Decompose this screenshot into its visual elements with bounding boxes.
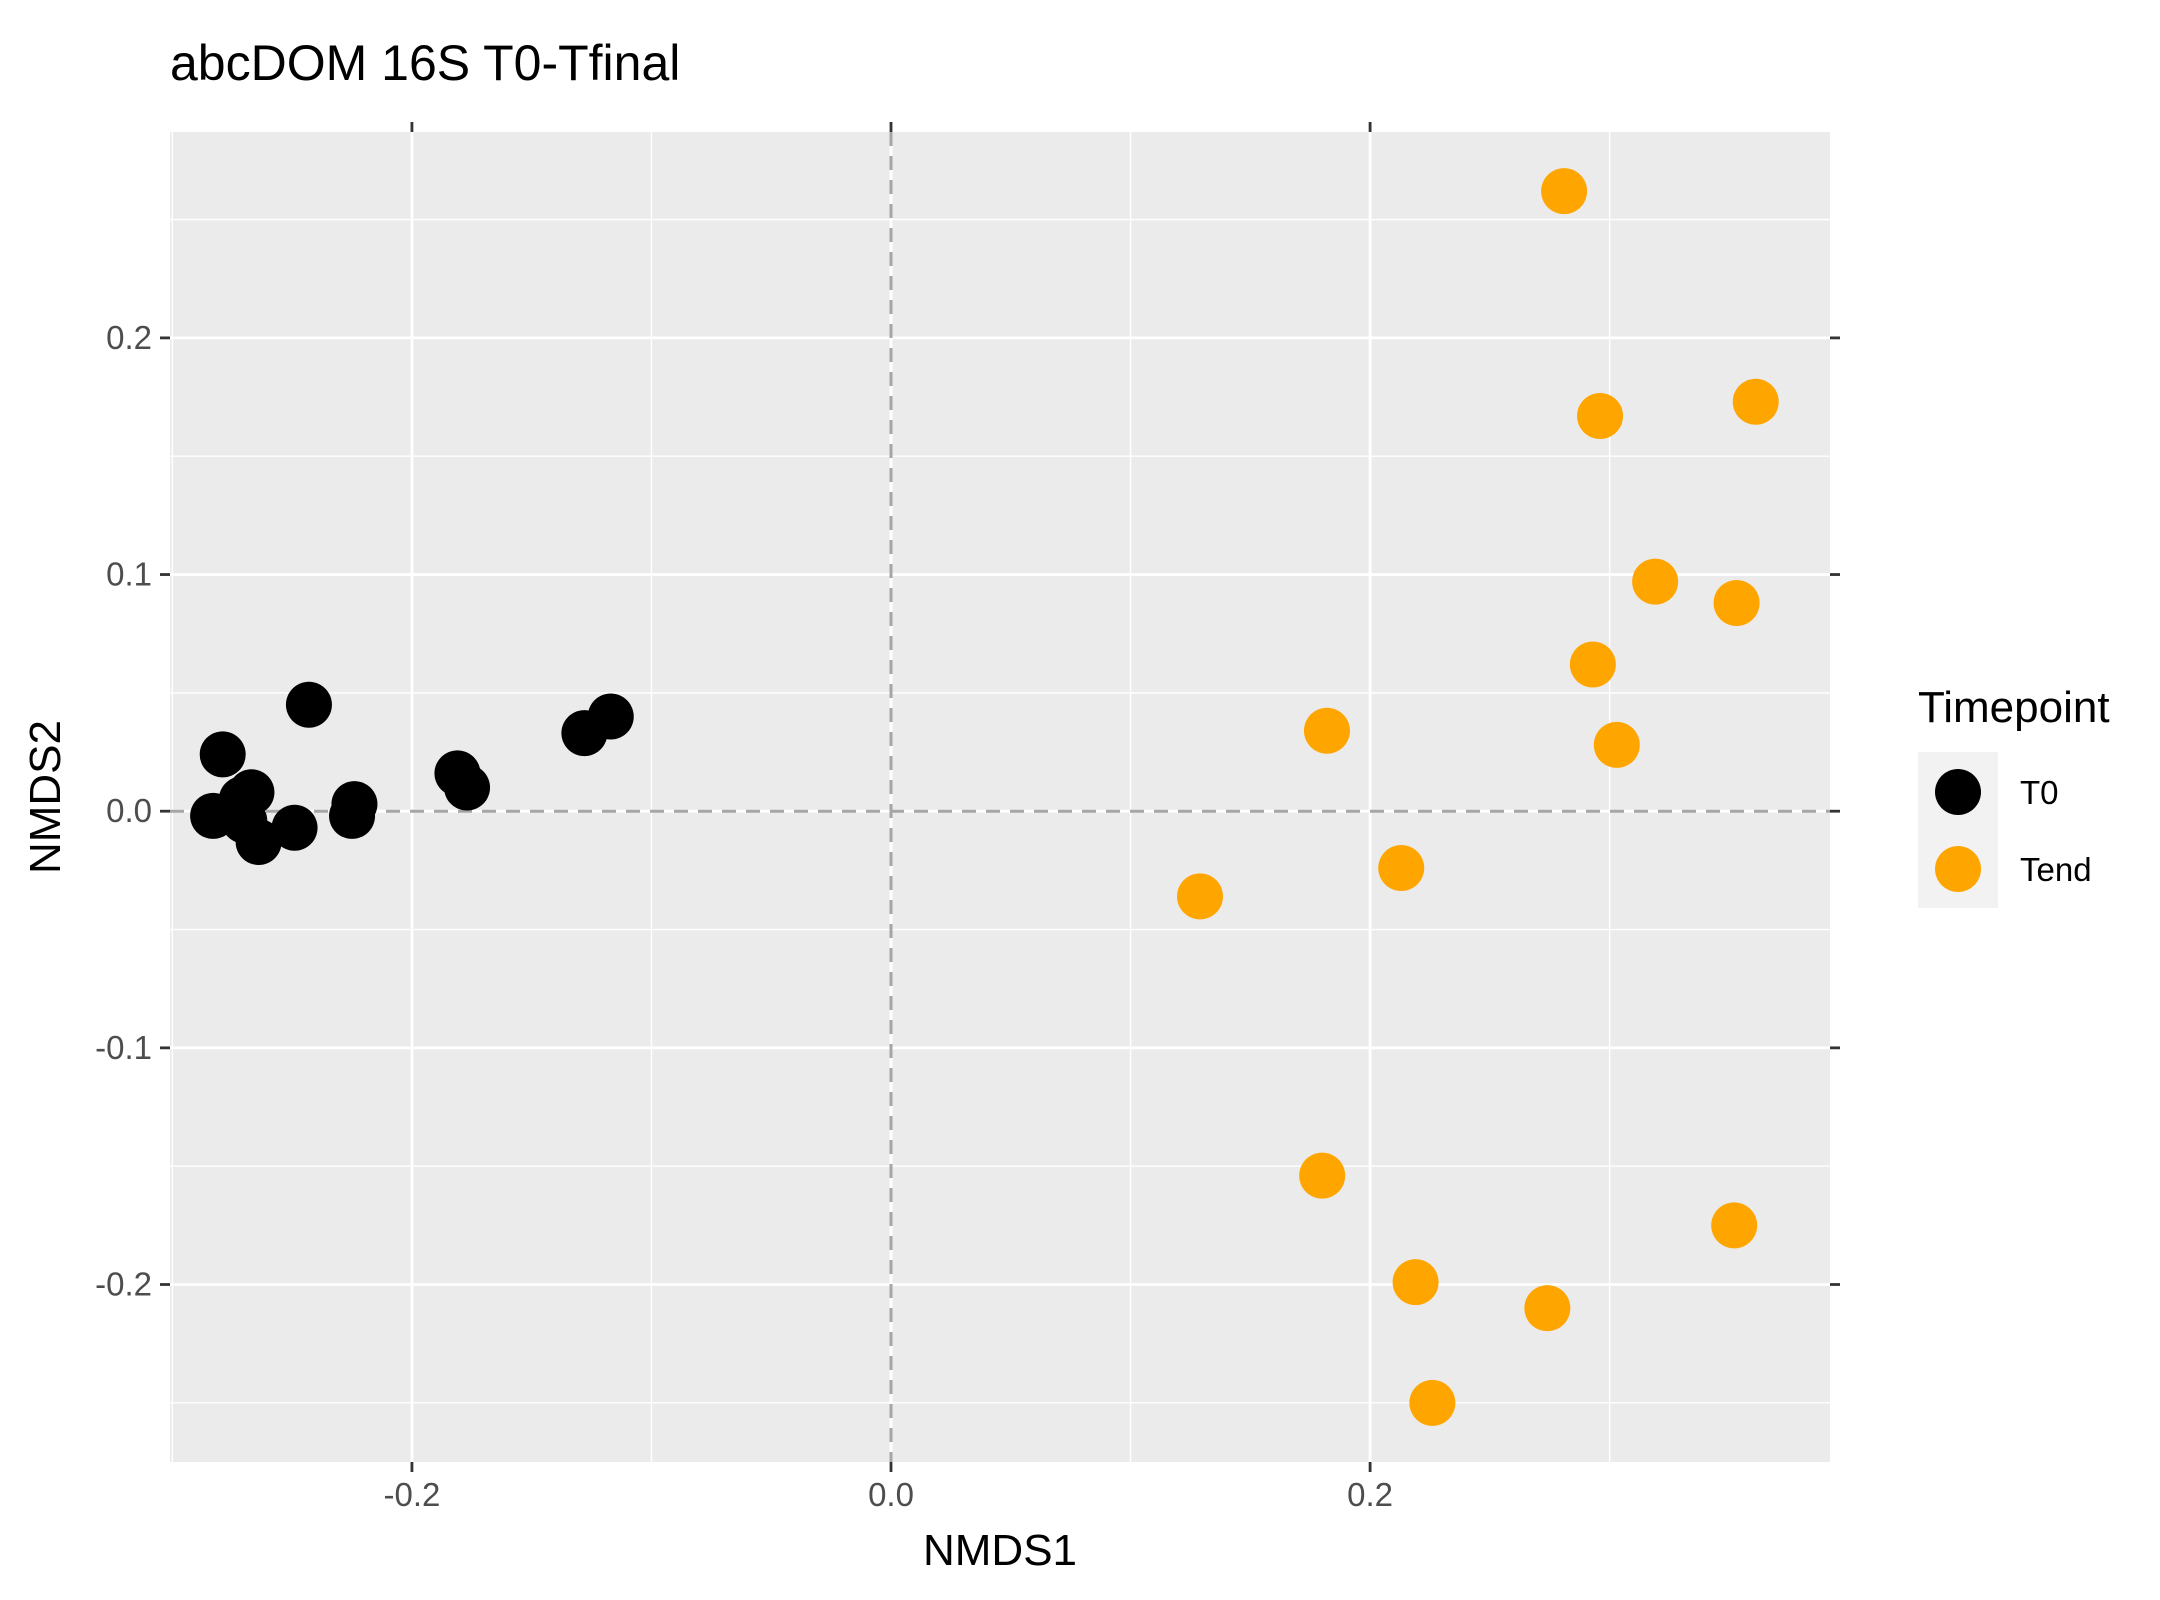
y-axis-title: NMDS2 <box>21 720 70 874</box>
legend-key-tend <box>1935 846 1981 892</box>
point-t0 <box>271 804 318 851</box>
point-tend <box>1541 168 1588 215</box>
legend-key-t0 <box>1935 769 1981 815</box>
point-tend <box>1711 1202 1758 1249</box>
point-tend <box>1392 1259 1439 1306</box>
point-t0 <box>199 731 246 778</box>
point-tend <box>1569 641 1616 688</box>
point-tend <box>1303 707 1350 754</box>
point-tend <box>1177 873 1224 920</box>
y-tick-label: 0.2 <box>106 319 152 356</box>
point-tend <box>1713 579 1760 626</box>
point-t0 <box>329 792 376 839</box>
point-t0 <box>444 764 491 811</box>
x-axis-title: NMDS1 <box>923 1526 1077 1575</box>
axis-tick-labels: -0.2 0.0 0.2 -0.2 -0.1 0.0 0.1 0.2 <box>95 319 1393 1513</box>
legend-title: Timepoint <box>1918 683 2110 732</box>
point-tend <box>1409 1379 1456 1426</box>
point-tend <box>1299 1152 1346 1199</box>
legend-label-tend: Tend <box>2020 851 2092 888</box>
chart-title: abcDOM 16S T0-Tfinal <box>170 35 680 91</box>
legend: Timepoint T0 Tend <box>1918 683 2110 908</box>
x-tick-label: 0.2 <box>1347 1476 1393 1513</box>
y-tick-label: -0.2 <box>95 1266 152 1303</box>
legend-label-t0: T0 <box>2020 774 2059 811</box>
y-tick-label: -0.1 <box>95 1029 152 1066</box>
point-tend <box>1593 721 1640 768</box>
point-tend <box>1732 378 1779 425</box>
point-tend <box>1632 558 1679 605</box>
plot-panel <box>170 132 1830 1462</box>
point-t0 <box>587 693 634 740</box>
y-tick-label: 0.0 <box>106 792 152 829</box>
x-tick-label: 0.0 <box>868 1476 914 1513</box>
axis-ticks <box>160 122 1840 1472</box>
y-tick-label: 0.1 <box>106 556 152 593</box>
point-tend <box>1577 392 1624 439</box>
point-t0 <box>285 681 332 728</box>
x-tick-label: -0.2 <box>383 1476 440 1513</box>
point-t0 <box>235 818 282 865</box>
point-tend <box>1524 1285 1571 1332</box>
reference-lines <box>170 132 1830 1462</box>
minor-gridlines <box>170 132 1830 1462</box>
point-tend <box>1378 844 1425 891</box>
data-points <box>190 168 1779 1426</box>
